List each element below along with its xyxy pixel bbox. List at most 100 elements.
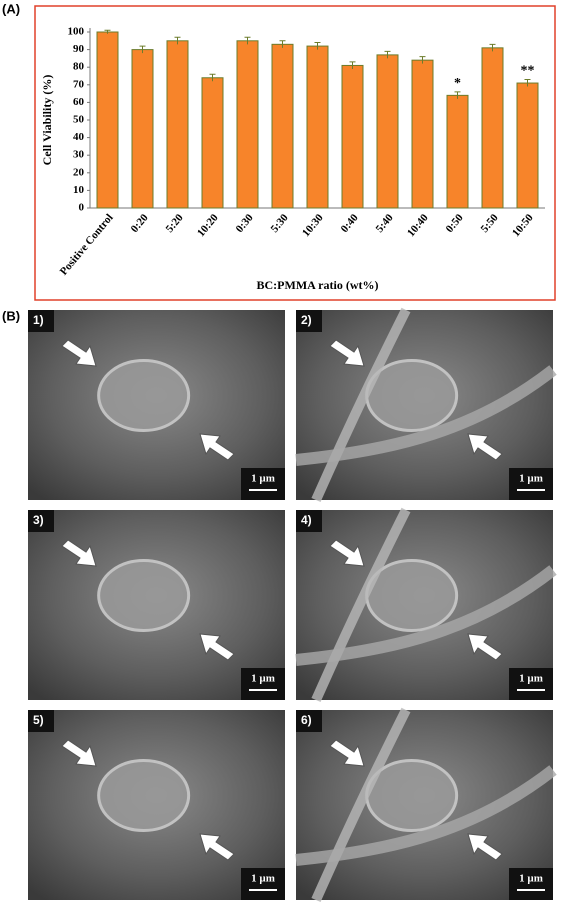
bar <box>201 77 224 209</box>
error-bar <box>349 61 356 69</box>
fiber <box>311 307 411 503</box>
y-axis-label: Cell Viability (%) <box>40 75 54 166</box>
arrow <box>467 833 503 861</box>
arrow <box>329 739 365 767</box>
error-bar <box>174 36 181 45</box>
x-tick-label: 10:30 <box>300 211 326 239</box>
arrow <box>199 433 235 461</box>
panel-number: 2) <box>301 313 312 327</box>
scale-label: 1 µm <box>519 873 543 885</box>
label-box <box>28 510 54 532</box>
x-tick-label: 0:20 <box>129 211 151 235</box>
x-tick-label: 5:50 <box>479 211 501 235</box>
bar <box>306 45 329 209</box>
error-bar <box>209 73 216 82</box>
panel-number: 6) <box>301 713 312 727</box>
chart-frame <box>34 5 556 301</box>
cell <box>97 759 191 832</box>
arrow <box>61 539 97 567</box>
x-tick-label: 10:40 <box>405 211 431 239</box>
label-box <box>28 710 54 732</box>
scale-box <box>509 868 553 900</box>
error-bar <box>489 43 496 52</box>
y-tick-label: 10 <box>73 184 85 196</box>
arrow <box>467 433 503 461</box>
label-box <box>296 310 322 332</box>
y-tick-label: 40 <box>73 131 85 143</box>
x-tick-label: 0:30 <box>234 211 256 235</box>
scale-label: 1 µm <box>251 473 275 485</box>
y-tick-label: 0 <box>79 202 85 214</box>
x-tick-label: 0:50 <box>444 211 466 235</box>
bar <box>516 82 539 209</box>
x-tick-label: 0:40 <box>339 211 361 235</box>
y-tick-label: 50 <box>73 114 85 126</box>
fiber <box>295 365 557 466</box>
error-bar <box>384 50 391 59</box>
fiber <box>295 565 557 666</box>
fiber <box>295 765 557 866</box>
panel-number: 3) <box>33 513 44 527</box>
error-bar <box>524 79 531 87</box>
y-tick-label: 80 <box>73 61 85 73</box>
label-box <box>296 510 322 532</box>
bar <box>96 31 119 209</box>
panel-number: 5) <box>33 713 44 727</box>
panel-label: (B) <box>2 308 20 323</box>
scale-box <box>241 868 285 900</box>
bar <box>271 43 294 209</box>
y-tick-label: 30 <box>73 149 85 161</box>
significance-mark: ** <box>521 64 535 79</box>
panel-label: (A) <box>2 1 20 16</box>
x-tick-label: 10:50 <box>510 211 536 239</box>
y-tick-label: 60 <box>73 96 85 108</box>
error-bar <box>244 36 251 45</box>
error-bar <box>104 29 111 34</box>
scale-box <box>509 668 553 700</box>
error-bar <box>139 45 146 54</box>
bar <box>376 54 399 209</box>
panel-number: 1) <box>33 313 44 327</box>
panel-number: 4) <box>301 513 312 527</box>
arrow <box>199 833 235 861</box>
scale-box <box>509 468 553 500</box>
scale-label: 1 µm <box>519 673 543 685</box>
x-tick-label: 5:30 <box>269 211 291 235</box>
x-tick-label: 5:20 <box>164 211 186 235</box>
error-bar <box>279 40 286 48</box>
arrow <box>329 539 365 567</box>
scale-label: 1 µm <box>519 473 543 485</box>
x-tick-label: Positive Control <box>58 212 116 278</box>
bar <box>446 94 469 209</box>
y-tick-label: 20 <box>73 166 85 178</box>
arrow <box>61 339 97 367</box>
error-bar <box>454 91 461 99</box>
cell <box>97 559 191 632</box>
arrow <box>467 633 503 661</box>
significance-mark: * <box>454 76 461 91</box>
arrow <box>61 739 97 767</box>
fiber <box>311 707 411 903</box>
cell <box>97 359 191 432</box>
scale-box <box>241 468 285 500</box>
y-tick-label: 90 <box>73 43 85 55</box>
x-tick-label: 10:20 <box>195 211 221 239</box>
fiber <box>311 507 411 703</box>
bar <box>341 64 364 209</box>
scale-label: 1 µm <box>251 673 275 685</box>
y-tick-label: 70 <box>73 78 85 90</box>
arrow <box>329 339 365 367</box>
bar <box>411 59 434 209</box>
label-box <box>28 310 54 332</box>
arrow <box>199 633 235 661</box>
x-axis-label: BC:PMMA ratio (wt%) <box>257 278 379 292</box>
x-tick-label: 5:40 <box>374 211 396 235</box>
y-tick-label: 100 <box>68 26 85 38</box>
scale-box <box>241 668 285 700</box>
error-bar <box>419 56 426 64</box>
bar <box>166 40 189 209</box>
bar <box>131 49 154 209</box>
bar <box>236 40 259 209</box>
label-box <box>296 710 322 732</box>
